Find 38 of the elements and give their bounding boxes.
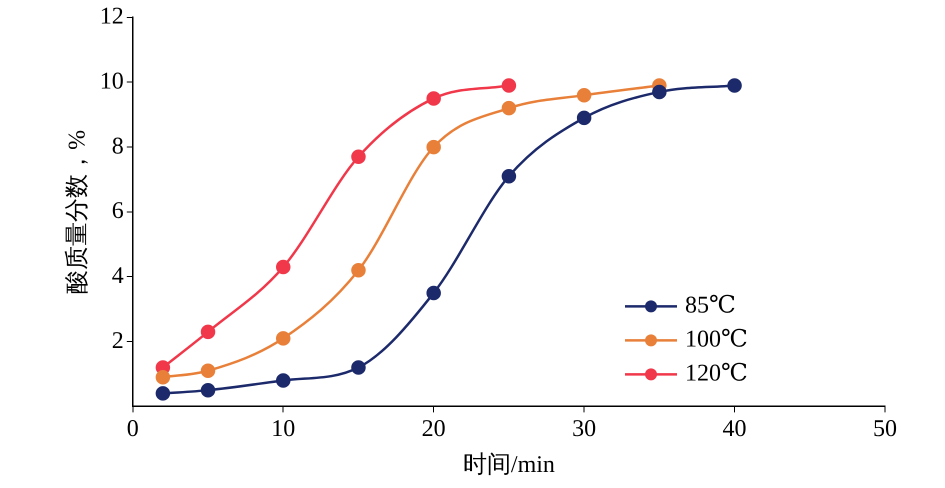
point	[276, 373, 290, 388]
x-tick-label: 30	[572, 416, 596, 442]
y-tick-label: 6	[112, 198, 124, 224]
y-tick-label: 2	[112, 328, 124, 354]
point	[351, 263, 366, 278]
point	[200, 363, 216, 378]
point	[276, 260, 290, 274]
legend-label: 100℃	[685, 326, 748, 353]
legend-label: 85℃	[685, 292, 736, 319]
y-tick-label: 10	[100, 68, 124, 95]
point	[502, 168, 516, 184]
point	[426, 286, 441, 300]
y-axis-title: 酸质量分数，%	[64, 130, 91, 294]
point	[502, 100, 516, 116]
point	[576, 88, 592, 102]
point	[156, 370, 170, 384]
x-tick-label: 50	[873, 416, 897, 442]
point	[276, 331, 290, 346]
point	[200, 324, 216, 340]
legend-label: 120℃	[685, 360, 748, 387]
x-tick-label: 40	[722, 416, 747, 442]
point	[727, 78, 742, 93]
point	[426, 140, 441, 154]
point	[652, 84, 667, 100]
point	[156, 386, 170, 401]
point	[351, 360, 366, 375]
point	[426, 91, 441, 106]
y-tick-label: 8	[112, 133, 124, 160]
y-tick-label: 4	[112, 263, 124, 290]
x-tick-label: 0	[126, 416, 139, 442]
x-tick-label: 20	[422, 416, 446, 442]
x-axis-title: 时间/min	[462, 452, 555, 478]
point	[576, 110, 592, 126]
y-tick-label: 12	[100, 4, 124, 30]
point	[200, 382, 216, 398]
x-tick-label: 10	[271, 416, 296, 442]
point	[351, 150, 366, 164]
point	[502, 78, 516, 93]
